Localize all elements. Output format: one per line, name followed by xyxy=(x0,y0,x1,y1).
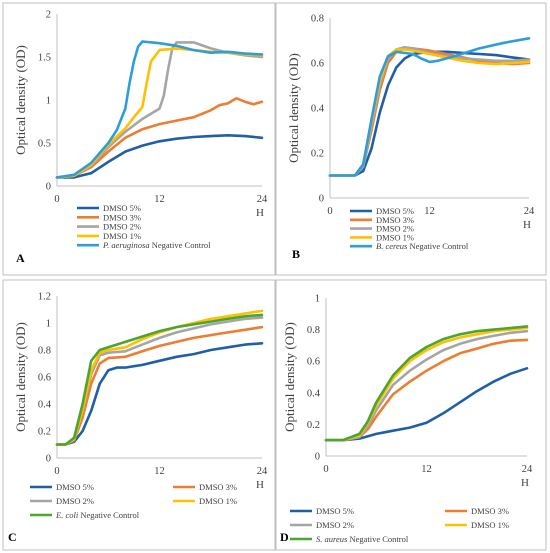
legend-entry: S. aureus Negative Control xyxy=(316,534,409,544)
y-tick-label: 1 xyxy=(315,294,320,305)
chart-panel-b: 0 0.2 0.4 0.6 0.8 0 12 24 H Optical density (OD) D… xyxy=(275,2,547,276)
y-tick-label: 0.5 xyxy=(38,139,51,150)
legend-entry: DMSO 3% xyxy=(471,506,509,516)
x-tick-label: 0 xyxy=(54,466,59,477)
x-tick-label: 0 xyxy=(54,194,59,205)
y-tick-label: 0 xyxy=(315,452,320,463)
panel-border xyxy=(2,2,276,276)
series-line-5 xyxy=(328,37,531,177)
series-line-4 xyxy=(55,47,264,179)
legend-entry: DMSO 1% xyxy=(471,520,509,530)
y-axis-title: Optical density (OD) xyxy=(286,53,301,163)
series-line-2 xyxy=(328,47,531,177)
y-tick-label: 1.2 xyxy=(38,292,51,303)
y-tick-label: 0.8 xyxy=(311,14,324,25)
y-tick-label: 1.5 xyxy=(38,53,51,64)
legend-entry: DMSO 2% xyxy=(56,496,94,506)
legend-entry: DMSO 2% xyxy=(103,222,141,232)
y-tick-label: 1 xyxy=(46,319,51,330)
panel-border xyxy=(275,279,547,551)
legend-entry: DMSO 3% xyxy=(103,212,141,222)
y-tick-label: 0.8 xyxy=(38,346,51,357)
x-unit-label: H xyxy=(256,207,264,219)
x-tick-label: 12 xyxy=(154,466,165,477)
x-tick-label: 0 xyxy=(327,206,332,217)
y-tick-label: 0.4 xyxy=(307,388,321,399)
x-tick-label: 24 xyxy=(524,206,535,217)
legend-entry: DMSO 5% xyxy=(56,482,94,492)
series-line-1 xyxy=(55,134,264,179)
legend-entry: DMSO 1% xyxy=(103,231,141,241)
legend-entry: DMSO 3% xyxy=(199,482,237,492)
x-tick-label: 0 xyxy=(323,464,328,475)
legend: DMSO 5%DMSO 3%DMSO 2%DMSO 1%P. aeruginos… xyxy=(77,203,211,250)
legend-entry: DMSO 3% xyxy=(376,215,414,225)
legend-entry: DMSO 2% xyxy=(316,520,354,530)
x-tick-label: 24 xyxy=(257,466,268,477)
legend-entry: DMSO 2% xyxy=(376,224,414,234)
legend-entry: E. coli Negative Control xyxy=(55,510,140,520)
y-axis-title: Optical density (OD) xyxy=(13,45,28,155)
chart-panel-a: 0 0.5 1 1.5 2 0 12 24 H Optical density (OD) DMSO … xyxy=(2,2,276,276)
y-tick-label: 0 xyxy=(319,194,324,205)
x-unit-label: H xyxy=(256,479,264,491)
legend-entry: B. cereus Negative Control xyxy=(376,241,469,251)
x-unit-label: H xyxy=(523,219,531,231)
x-tick-label: 24 xyxy=(522,464,533,475)
y-tick-label: 0.2 xyxy=(38,427,51,438)
legend-entry: P. aeruginosa Negative Control xyxy=(102,240,211,250)
y-tick-label: 0 xyxy=(46,454,51,465)
series-line-1 xyxy=(55,342,264,446)
y-tick-label: 1 xyxy=(46,96,51,107)
legend: DMSO 5% DMSO 3% DMSO 2% DMSO 1% S. aureus Ne… xyxy=(290,506,509,544)
legend-entry: DMSO 1% xyxy=(376,232,414,242)
y-tick-label: 0.6 xyxy=(38,373,51,384)
y-axis-title: Optical density (OD) xyxy=(13,322,28,432)
legend: DMSO 5%DMSO 3%DMSO 2%DMSO 1%B. cereus Ne… xyxy=(350,206,469,251)
chart-panel-d: 0 0.2 0.4 0.6 0.8 1 0 12 24 H Optical density (OD)… xyxy=(275,279,547,551)
y-tick-label: 0.4 xyxy=(38,400,52,411)
panel-border xyxy=(2,279,276,551)
x-tick-label: 12 xyxy=(421,464,432,475)
series-line-5 xyxy=(324,325,529,442)
y-tick-label: 0 xyxy=(46,182,51,193)
series-line-5 xyxy=(55,40,264,179)
legend-entry: DMSO 5% xyxy=(376,206,414,216)
legend-entry: DMSO 5% xyxy=(316,506,354,516)
panel-border xyxy=(275,2,547,276)
series-line-1 xyxy=(324,367,529,442)
y-axis-title: Optical density (OD) xyxy=(282,322,297,432)
y-tick-label: 0.8 xyxy=(307,325,320,336)
series-line-4 xyxy=(328,48,531,177)
x-tick-label: 12 xyxy=(154,194,165,205)
series-line-3 xyxy=(328,46,531,177)
legend-entry: DMSO 5% xyxy=(103,203,141,213)
y-tick-label: 0.6 xyxy=(311,59,324,70)
y-tick-label: 2 xyxy=(46,10,51,21)
y-tick-label: 0.2 xyxy=(311,149,324,160)
x-tick-label: 24 xyxy=(257,194,268,205)
y-tick-label: 0.6 xyxy=(307,357,320,368)
series-line-2 xyxy=(55,97,264,179)
panel-letter: B xyxy=(292,247,300,261)
series-line-2 xyxy=(324,338,529,442)
panel-letter: D xyxy=(280,530,289,544)
series-line-3 xyxy=(55,41,264,179)
panel-letter: C xyxy=(8,530,17,544)
y-tick-label: 0.2 xyxy=(307,420,320,431)
series-line-5 xyxy=(55,313,264,446)
panel-letter: A xyxy=(16,251,25,265)
legend-entry: DMSO 1% xyxy=(199,496,237,506)
y-tick-label: 0.4 xyxy=(311,104,325,115)
series-line-1 xyxy=(328,50,531,177)
x-tick-label: 12 xyxy=(424,206,435,217)
legend: DMSO 5% DMSO 3% DMSO 2% DMSO 1% E. coli Nega… xyxy=(30,482,237,520)
chart-panel-c: 0 0.2 0.4 0.6 0.8 1 1.2 0 12 24 H Optical density (… xyxy=(2,279,276,551)
x-unit-label: H xyxy=(521,477,529,489)
